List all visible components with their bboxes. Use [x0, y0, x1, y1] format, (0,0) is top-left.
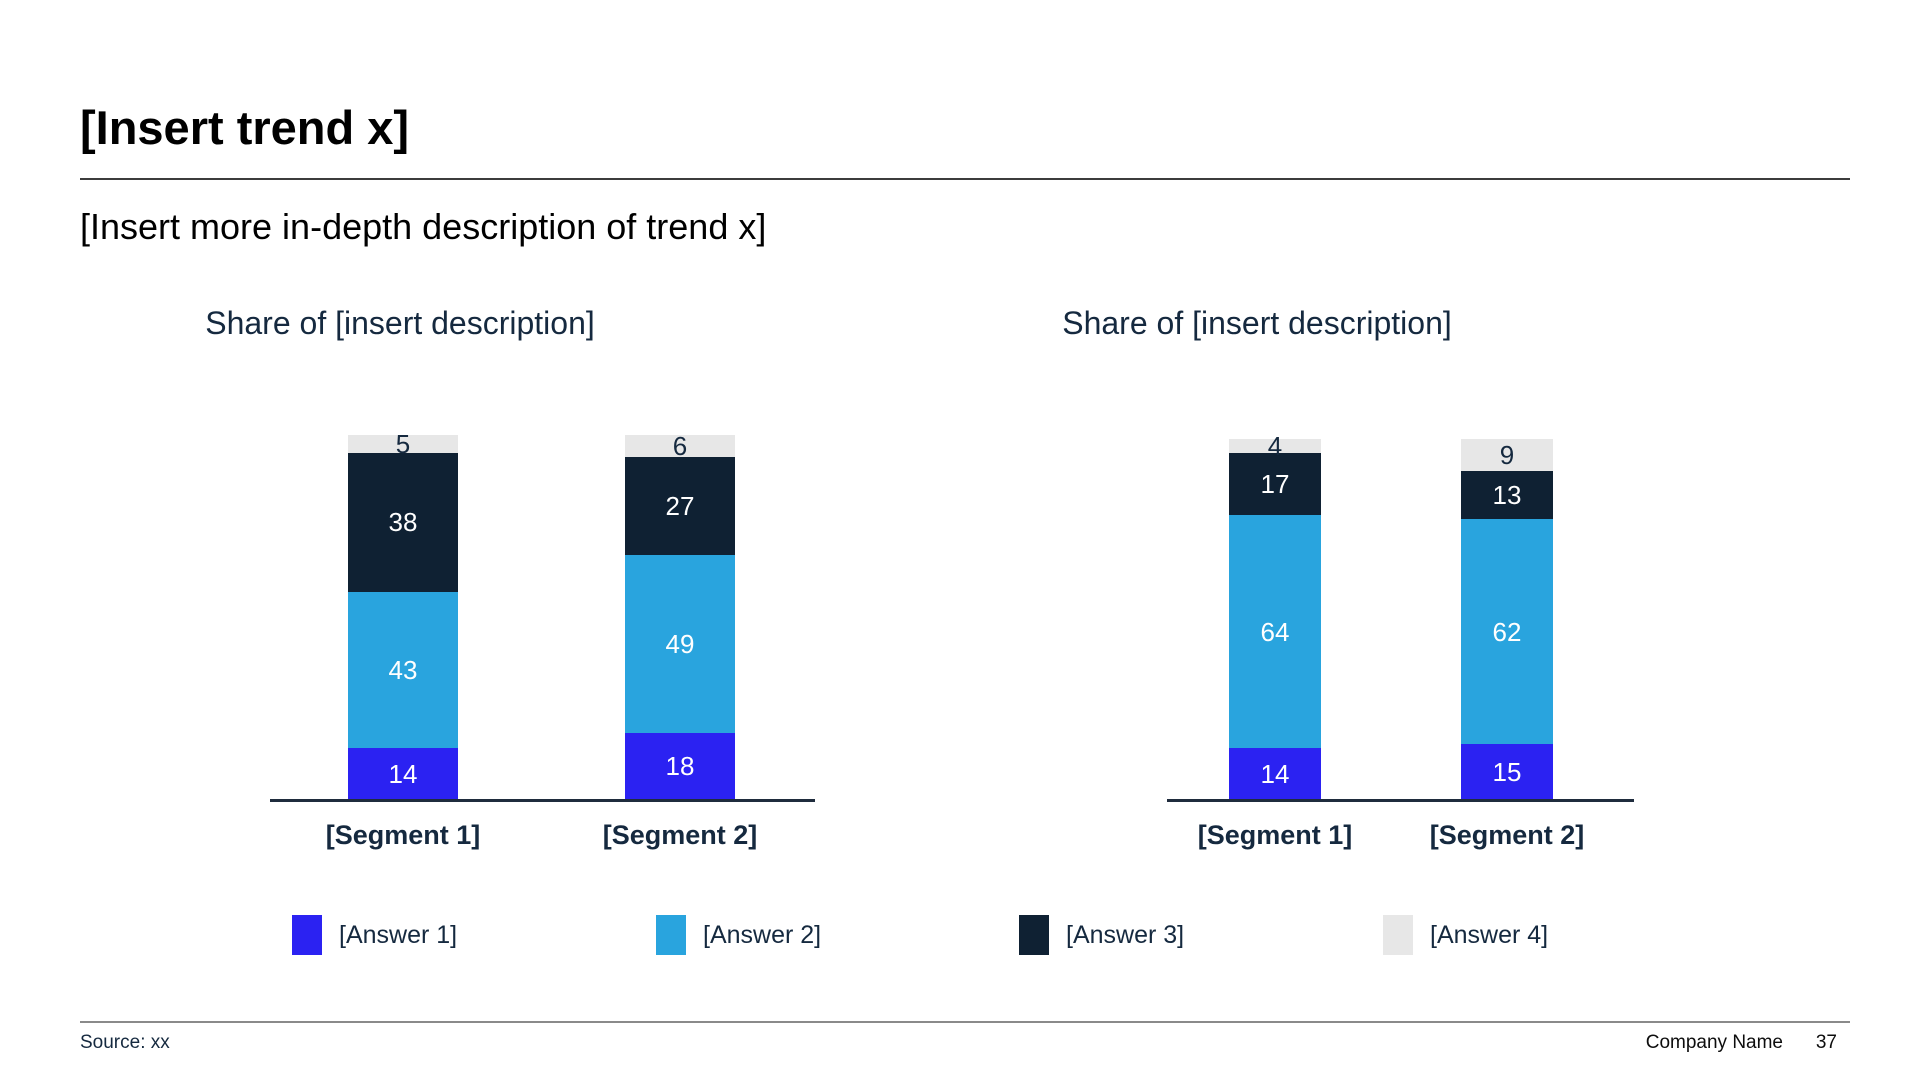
category-label: [Segment 1] — [325, 820, 481, 850]
bar-value-label: 14 — [1260, 758, 1290, 789]
chart-title-right: Share of [insert description] — [1062, 305, 1452, 341]
legend-label: [Answer 1] — [339, 920, 458, 949]
bar-value-label: 18 — [665, 751, 695, 782]
bar-value-label: 14 — [388, 758, 418, 789]
legend-item: [Answer 1] — [292, 915, 457, 955]
legend-label: [Answer 3] — [1066, 920, 1185, 949]
footer-company-name: Company Name — [1645, 1032, 1783, 1053]
category-label: [Segment 1] — [1197, 820, 1353, 850]
bar-segment: 62 — [1461, 518, 1553, 745]
bar-segment: 14 — [348, 748, 458, 799]
bar-value-label: 64 — [1260, 616, 1290, 647]
bar-segment: 5 — [348, 431, 458, 457]
bar-segment: 14 — [1229, 748, 1321, 799]
bar-segment: 18 — [625, 733, 735, 799]
page-title: [Insert trend x] — [80, 101, 410, 154]
bar-value-label: 13 — [1492, 480, 1522, 511]
bar-segment: 43 — [348, 591, 458, 749]
bar-segment: 27 — [625, 456, 735, 556]
legend-swatch-answer1-icon — [292, 915, 322, 955]
title-divider — [80, 178, 1850, 180]
x-axis-right — [1167, 799, 1634, 802]
legend-swatch-answer2-icon — [656, 915, 686, 955]
bar-value-label: 15 — [1492, 756, 1522, 787]
footer-divider — [80, 1021, 1850, 1023]
category-label: [Segment 2] — [602, 820, 758, 850]
legend-label: [Answer 2] — [703, 920, 822, 949]
legend-item: [Answer 3] — [1019, 915, 1184, 955]
bar-value-label: 38 — [388, 507, 418, 538]
legend-swatch-answer3-icon — [1019, 915, 1049, 955]
bar-value-label: 5 — [395, 429, 411, 460]
bar-segment: 15 — [1461, 744, 1553, 799]
x-axis-left — [270, 799, 815, 802]
footer-page-number: 37 — [1815, 1032, 1837, 1053]
bar-value-label: 6 — [672, 430, 688, 461]
bar-value-label: 49 — [665, 629, 695, 660]
bar-value-label: 62 — [1492, 616, 1522, 647]
bar-value-label: 17 — [1260, 469, 1290, 500]
bar-segment: 9 — [1461, 438, 1553, 472]
bar-segment: 64 — [1229, 515, 1321, 749]
chart-title-left: Share of [insert description] — [205, 305, 595, 341]
footer-source: Source: xx — [80, 1032, 170, 1053]
bar-segment: 17 — [1229, 453, 1321, 516]
bar-value-label: 9 — [1499, 440, 1515, 471]
bar-value-label: 27 — [665, 490, 695, 521]
legend-label: [Answer 4] — [1430, 920, 1549, 949]
bar-segment: 4 — [1229, 433, 1321, 459]
bar-segment: 49 — [625, 555, 735, 734]
slide-subtitle: [Insert more in-depth description of tre… — [80, 206, 767, 247]
bar-segment: 6 — [625, 430, 735, 461]
legend-item: [Answer 2] — [656, 915, 821, 955]
legend-swatch-answer4-icon — [1383, 915, 1413, 955]
bar-value-label: 4 — [1267, 430, 1283, 461]
category-label: [Segment 2] — [1429, 820, 1585, 850]
legend-item: [Answer 4] — [1383, 915, 1548, 955]
bar-value-label: 43 — [388, 654, 418, 685]
bar-segment: 38 — [348, 453, 458, 592]
bar-segment: 13 — [1461, 471, 1553, 519]
